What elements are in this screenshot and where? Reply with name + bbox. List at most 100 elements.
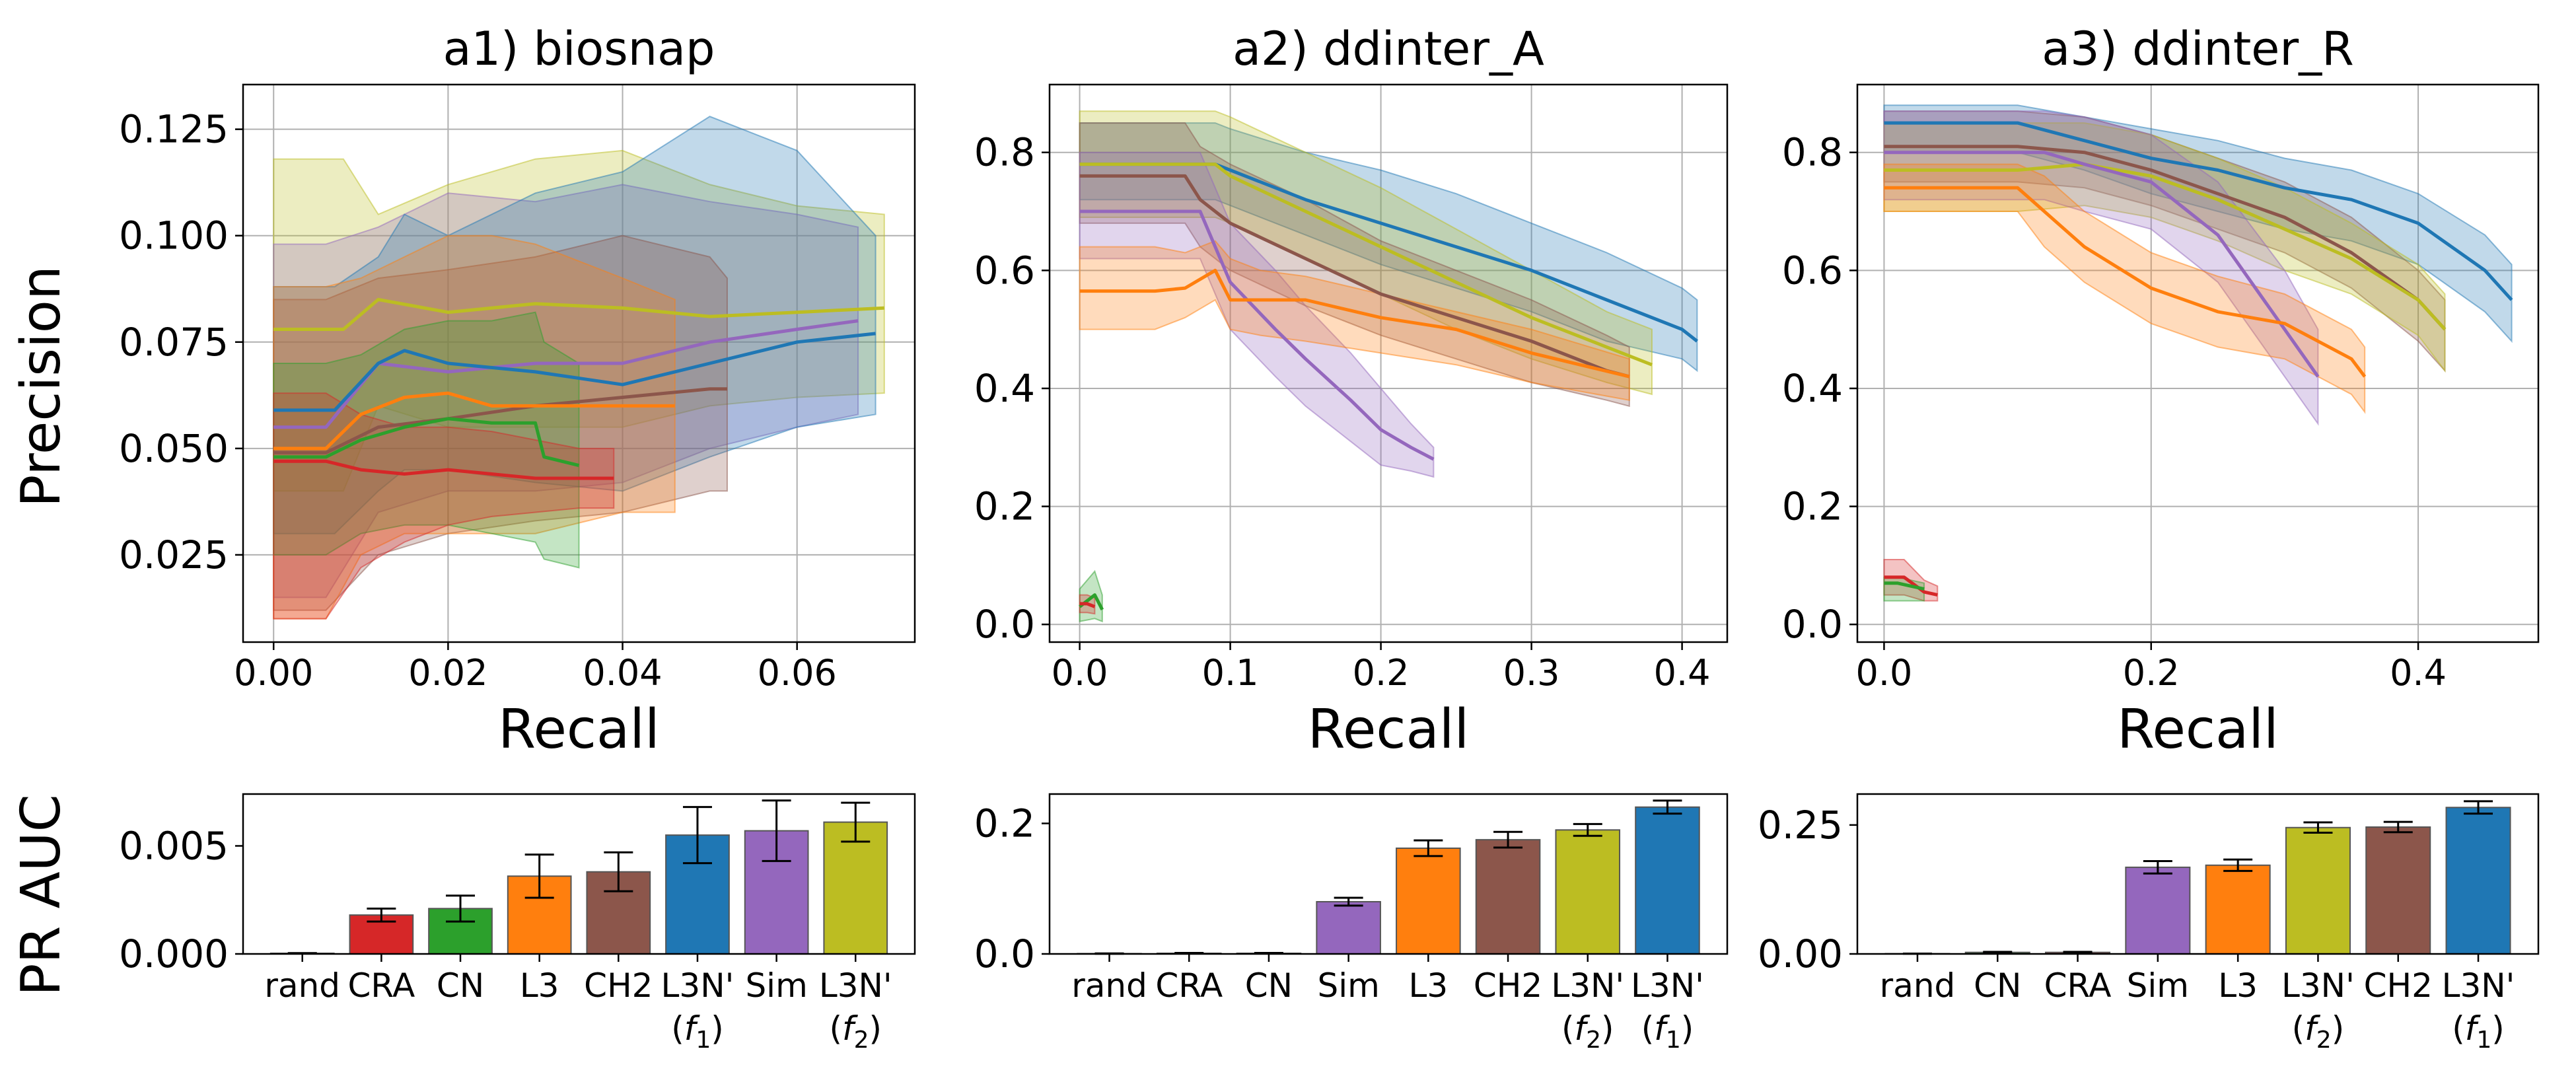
category-sublabel: (f2) xyxy=(2292,1009,2345,1054)
series-band-orange xyxy=(1079,240,1630,401)
series-band-blue xyxy=(1883,104,2513,344)
ytick-label: 0.25 xyxy=(1758,803,1843,848)
series-line-green xyxy=(1884,581,1925,591)
bar-7 xyxy=(2445,807,2511,955)
ytick-label: 0.000 xyxy=(119,931,229,976)
ytick-label: 0.005 xyxy=(119,823,229,868)
series-line-red xyxy=(273,459,614,480)
ytick-label: 0.4 xyxy=(1782,366,1843,411)
series-line-purple xyxy=(273,319,859,429)
ytick-label: 0.2 xyxy=(974,801,1035,846)
bar-4 xyxy=(1396,847,1461,955)
category-label: rand xyxy=(1880,966,1956,1005)
line-panel-3: 0.0 0.2 0.4 0.0 0.2 0.4 0.6 0.8 a3) ddinter_R Rec… xyxy=(1782,22,2540,761)
series-line-blue xyxy=(1884,121,2513,301)
category-label: Sim xyxy=(2127,966,2189,1005)
series-band-orange xyxy=(1883,163,2366,414)
ytick-label: 0.6 xyxy=(974,248,1035,293)
series-line-brown xyxy=(1079,174,1630,379)
bar-3 xyxy=(1316,900,1381,955)
xtick-label: 0.4 xyxy=(1654,652,1711,694)
series-line-brown xyxy=(1884,145,2447,331)
bar-1 xyxy=(349,914,414,955)
series-line-red xyxy=(1884,575,1938,597)
bar-4 xyxy=(2205,864,2271,955)
line-panel-2: 0.0 0.1 0.2 0.3 0.4 0.0 0.2 0.4 0.6 0.8 a2) ddinte… xyxy=(974,22,1729,761)
series-group xyxy=(1883,104,2513,602)
category-label: CH2 xyxy=(1474,966,1542,1005)
category-label: CRA xyxy=(347,966,415,1005)
ytick-label: 0.0 xyxy=(974,602,1035,647)
xtick-label: 0.1 xyxy=(1202,652,1259,694)
category-label: L3 xyxy=(1409,966,1449,1005)
category-label: L3N' xyxy=(2442,966,2515,1005)
series-band-blue xyxy=(273,116,877,534)
series-band-orange xyxy=(273,235,676,620)
axes-frame-0 xyxy=(242,83,916,643)
xaxis-label: Recall xyxy=(498,698,660,761)
category-sublabel: (f1) xyxy=(671,1009,724,1054)
ytick-label: 0.125 xyxy=(119,107,229,152)
series-group xyxy=(273,116,885,620)
ytick-label: 0.100 xyxy=(119,213,229,258)
panel-title: a2) ddinter_A xyxy=(1233,22,1544,76)
category-label: rand xyxy=(1071,966,1147,1005)
ytick-label: 0.050 xyxy=(119,426,229,471)
category-label: CN xyxy=(1245,966,1293,1005)
bar-7 xyxy=(1635,806,1700,955)
xtick-label: 0.06 xyxy=(758,652,837,694)
panel-title: a1) biosnap xyxy=(443,22,715,76)
xaxis-label: Recall xyxy=(1308,698,1470,761)
series-line-green xyxy=(273,417,580,468)
category-sublabel: (f1) xyxy=(2452,1009,2505,1054)
bar-3 xyxy=(2125,866,2191,955)
series-line-orange xyxy=(1079,268,1630,379)
series-line-blue xyxy=(1079,163,1698,343)
category-label: CH2 xyxy=(2364,966,2433,1005)
ytick-label: 0.025 xyxy=(119,532,229,577)
series-line-orange xyxy=(273,391,675,451)
axes-frame-2 xyxy=(1856,83,2540,643)
series-line-olive xyxy=(273,297,884,331)
category-label: L3N' xyxy=(661,966,734,1005)
bar-panel-3: 0.00 0.25 rand CN CRA Sim L3 L3N' (f2) CH2 L3N' (f1… xyxy=(1758,793,2540,1054)
xtick-label: 0.4 xyxy=(2390,652,2447,694)
category-label: CN xyxy=(437,966,484,1005)
series-line-purple xyxy=(1079,209,1435,461)
category-label: Sim xyxy=(745,966,807,1005)
category-label: L3N' xyxy=(1631,966,1704,1005)
ytick-label: 0.0 xyxy=(974,931,1035,976)
ytick-label: 0.8 xyxy=(1782,130,1843,175)
ytick-label: 0.075 xyxy=(119,320,229,365)
series-band-green xyxy=(273,311,580,569)
category-label: CN xyxy=(1974,966,2021,1005)
xaxis-label: Recall xyxy=(2117,698,2279,761)
bar-7 xyxy=(823,821,888,955)
category-label: L3N' xyxy=(1551,966,1624,1005)
ytick-label: 0.2 xyxy=(1782,484,1843,529)
series-line-red xyxy=(1079,602,1096,608)
ytick-label: 0.0 xyxy=(1782,602,1843,647)
category-label: L3N' xyxy=(2281,966,2355,1005)
category-label: L3 xyxy=(520,966,559,1005)
panel-title: a3) ddinter_R xyxy=(2042,22,2354,76)
series-line-brown xyxy=(273,387,727,454)
line-panel-1: 0.00 0.02 0.04 0.06 0.025 0.050 0.075 0.100 0.12… xyxy=(119,22,916,761)
ytick-label: 0.4 xyxy=(974,366,1035,411)
category-label: L3 xyxy=(2218,966,2258,1005)
series-line-blue xyxy=(273,332,876,412)
series-line-orange xyxy=(1884,186,2367,378)
xtick-label: 0.00 xyxy=(234,652,313,694)
series-band-blue xyxy=(1079,122,1698,373)
category-label: Sim xyxy=(1317,966,1379,1005)
bar-6 xyxy=(2365,826,2431,955)
bar-6 xyxy=(1555,829,1621,955)
xtick-label: 0.0 xyxy=(1855,652,1912,694)
axes-frame-bar-2 xyxy=(1856,793,2540,955)
xtick-label: 0.2 xyxy=(2123,652,2180,694)
figure-ylabel-precision: Precision xyxy=(10,266,73,507)
xtick-label: 0.04 xyxy=(583,652,662,694)
axes-frame-bar-0 xyxy=(242,793,916,955)
